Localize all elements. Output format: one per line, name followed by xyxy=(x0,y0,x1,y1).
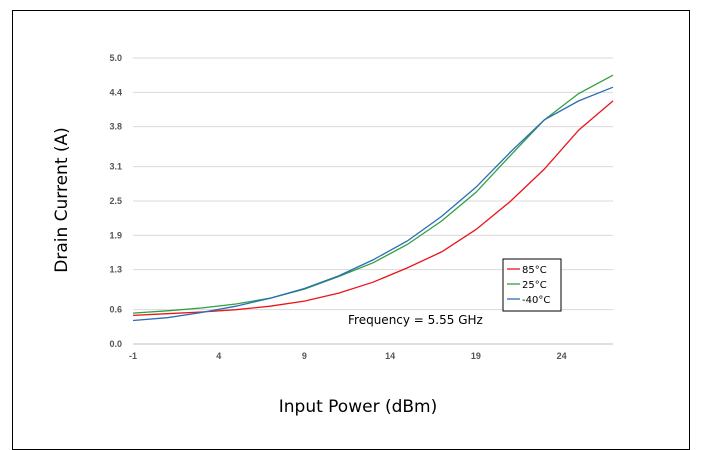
series-line--40°C xyxy=(132,86,614,322)
frequency-annotation: Frequency = 5.55 GHz xyxy=(348,313,483,327)
y-tick-label: 3.1 xyxy=(109,162,122,172)
y-axis-title: Drain Current (A) xyxy=(52,127,72,273)
x-axis-title: Input Power (dBm) xyxy=(279,397,438,417)
x-tick-label: 19 xyxy=(471,351,481,361)
x-tick-label: 9 xyxy=(302,351,307,361)
y-tick-label: 4.4 xyxy=(109,87,122,97)
y-tick-label: 0.0 xyxy=(109,339,122,349)
legend-box xyxy=(502,258,562,312)
x-tick-label: 24 xyxy=(557,351,567,361)
series-line-85°C xyxy=(132,100,614,317)
y-axis-ticks: 0.0 0.6 1.3 1.9 2.5 3.1 3.8 4.4 5.0 xyxy=(109,53,122,349)
legend-label: -40°C xyxy=(522,295,550,306)
series-lines xyxy=(132,74,614,322)
y-tick-label: 1.3 xyxy=(109,265,122,275)
y-tick-label: 3.8 xyxy=(109,122,122,132)
x-tick-label: 4 xyxy=(216,351,221,361)
x-tick-label: -1 xyxy=(129,351,137,361)
legend-label: 25°C xyxy=(522,280,547,291)
series-line-25°C xyxy=(132,74,614,314)
y-tick-label: 5.0 xyxy=(109,53,122,63)
legend: 85°C 25°C -40°C xyxy=(502,258,562,312)
y-tick-label: 1.9 xyxy=(109,230,122,240)
legend-label: 85°C xyxy=(522,265,547,276)
y-tick-label: 0.6 xyxy=(109,305,122,315)
y-tick-label: 2.5 xyxy=(109,196,122,206)
x-axis-ticks: -1 4 9 14 19 24 xyxy=(129,351,567,361)
x-tick-label: 14 xyxy=(385,351,395,361)
line-chart: 0.0 0.6 1.3 1.9 2.5 3.1 3.8 4.4 5.0 -1 4 9 14 19 24 D… xyxy=(52,53,614,417)
